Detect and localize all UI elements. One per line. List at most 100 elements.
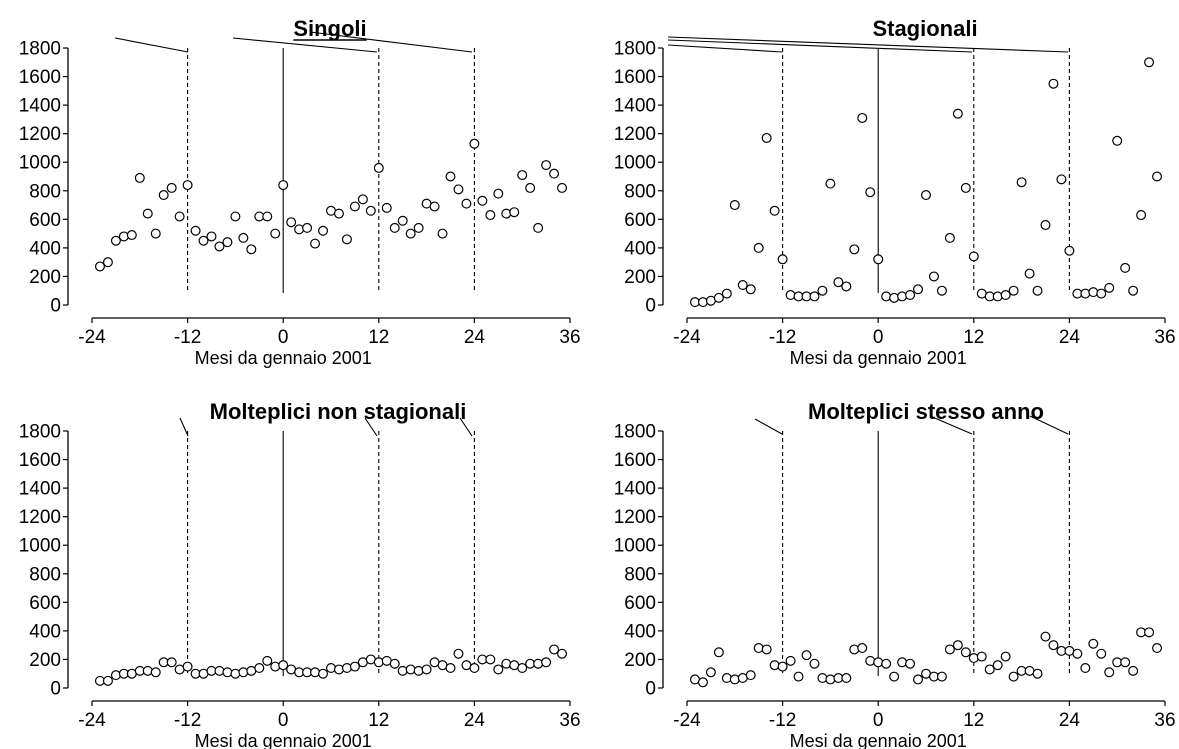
- data-point: [477, 195, 488, 206]
- data-point: [753, 643, 764, 654]
- data-point: [817, 673, 828, 684]
- data-point: [421, 664, 432, 675]
- data-point: [485, 210, 496, 221]
- y-tick-label: 1200: [19, 124, 61, 145]
- data-point: [501, 208, 512, 219]
- data-point: [1024, 268, 1035, 279]
- data-point: [310, 667, 321, 678]
- y-tick-label: 1000: [614, 536, 656, 557]
- data-point: [745, 284, 756, 295]
- data-point: [1096, 648, 1107, 659]
- data-point: [557, 182, 568, 193]
- data-point: [1080, 288, 1091, 299]
- x-tick-label: -12: [174, 710, 201, 731]
- y-tick-label: 1600: [614, 67, 656, 88]
- y-tick-label: 1800: [19, 39, 61, 60]
- data-point: [246, 244, 257, 255]
- data-point: [1008, 671, 1019, 682]
- data-point: [697, 677, 708, 688]
- data-point: [960, 647, 971, 658]
- x-tick-label: 36: [559, 327, 580, 348]
- y-tick-label: 400: [624, 238, 656, 259]
- data-point: [541, 160, 552, 171]
- data-point: [984, 664, 995, 675]
- y-tick-label: 800: [29, 564, 61, 585]
- data-point: [857, 643, 868, 654]
- data-point: [1128, 285, 1139, 296]
- data-point: [976, 651, 987, 662]
- leader-line: [459, 417, 473, 437]
- y-tick-label: 1200: [614, 507, 656, 528]
- x-tick-group: -24 -12 0 12 24 36: [673, 701, 1176, 731]
- data-point: [397, 215, 408, 226]
- x-axis-label: Mesi da gennaio 2001: [195, 348, 372, 368]
- y-tick-label: 1400: [19, 96, 61, 117]
- y-tick-label: 1400: [614, 96, 656, 117]
- data-point: [809, 658, 820, 669]
- y-tick-group: 0 200 400 600 800 1000 1200 1400 1600 1800: [614, 39, 663, 317]
- data-point: [110, 670, 121, 681]
- data-point-group: [94, 644, 568, 686]
- data-point: [238, 667, 249, 678]
- data-point: [549, 168, 560, 179]
- y-tick-group: 0 200 400 600 800 1000 1200 1400 1600 1800: [19, 422, 68, 700]
- data-point: [761, 132, 772, 143]
- data-point: [429, 201, 440, 212]
- y-tick-label: 1800: [614, 422, 656, 443]
- y-tick-label: 200: [29, 650, 61, 671]
- data-point: [897, 657, 908, 668]
- data-point: [341, 663, 352, 674]
- data-point: [469, 663, 480, 674]
- data-point: [118, 231, 129, 242]
- reference-line-group: [754, 415, 1070, 676]
- leader-line: [232, 37, 378, 53]
- data-point: [94, 261, 105, 272]
- data-point: [453, 184, 464, 195]
- y-tick-label: 1600: [19, 450, 61, 471]
- data-point: [270, 661, 281, 672]
- data-point: [333, 664, 344, 675]
- data-point: [1096, 288, 1107, 299]
- data-point: [992, 660, 1003, 671]
- data-point: [150, 667, 161, 678]
- data-point: [944, 644, 955, 655]
- leader-line: [364, 417, 378, 437]
- data-point: [397, 665, 408, 676]
- data-point: [182, 180, 193, 191]
- data-point: [493, 664, 504, 675]
- leader-line: [1029, 415, 1069, 435]
- data-point: [166, 182, 177, 193]
- data-point: [849, 244, 860, 255]
- data-point: [1144, 627, 1155, 638]
- data-point: [381, 202, 392, 213]
- data-point: [517, 663, 528, 674]
- data-point: [389, 222, 400, 233]
- data-point: [341, 234, 352, 245]
- data-point: [214, 241, 225, 252]
- y-tick-label: 600: [624, 210, 656, 231]
- y-tick-label: 400: [29, 621, 61, 642]
- data-point: [517, 170, 528, 181]
- data-point: [357, 194, 368, 205]
- reference-line-group: [179, 417, 475, 676]
- data-point: [936, 285, 947, 296]
- data-point: [533, 222, 544, 233]
- leader-line: [309, 31, 473, 53]
- data-point: [936, 671, 947, 682]
- data-point: [1072, 648, 1083, 659]
- data-point: [1104, 667, 1115, 678]
- data-point: [1120, 262, 1131, 273]
- data-point: [785, 655, 796, 666]
- data-point: [1144, 57, 1155, 68]
- data-point: [158, 190, 169, 201]
- data-point: [1048, 78, 1059, 89]
- data-point: [1128, 665, 1139, 676]
- data-point: [729, 674, 740, 685]
- data-point: [1088, 638, 1099, 649]
- leader-line: [667, 39, 973, 53]
- data-point: [389, 658, 400, 669]
- data-point-group: [94, 138, 568, 272]
- data-point: [849, 644, 860, 655]
- data-point: [485, 654, 496, 665]
